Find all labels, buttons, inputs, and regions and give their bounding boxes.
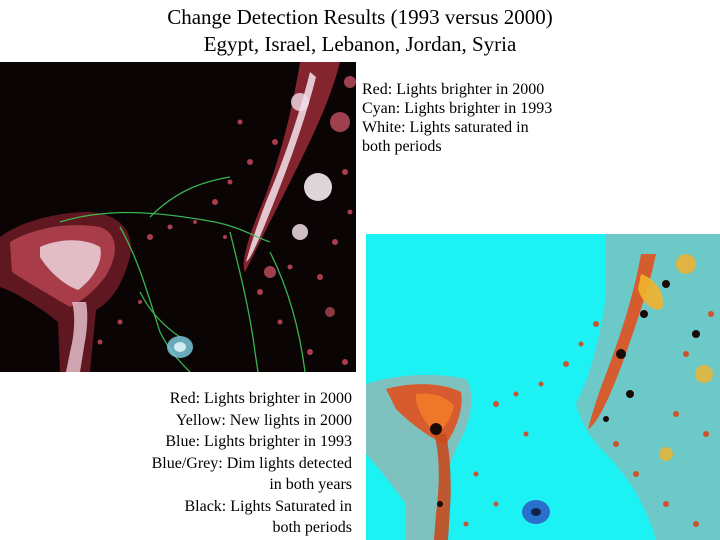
classified-legend-line: both periods (272, 519, 352, 536)
classified-legend-line: in both years (269, 476, 352, 493)
night-lights-composite-image (0, 62, 360, 372)
classified-legend-line: Yellow: New lights in 2000 (175, 411, 352, 429)
title-line-1: Change Detection Results (1993 versus 20… (167, 5, 553, 29)
classified-legend-line: Red: Lights brighter in 2000 (169, 390, 352, 407)
composite-legend-line: Cyan: Lights brighter in 1993 (362, 100, 553, 117)
composite-legend-line: White: Lights saturated in (362, 119, 529, 136)
classified-legend-line: Black: Lights Saturated in (184, 497, 352, 515)
composite-legend: Red: Lights brighter in 2000 Cyan: Light… (362, 80, 632, 156)
slide-title: Change Detection Results (1993 versus 20… (0, 4, 720, 58)
composite-legend-line: Red: Lights brighter in 2000 (362, 81, 545, 98)
classified-legend-line: Blue/Grey: Dim lights detected (151, 454, 352, 472)
classified-change-map-image (366, 234, 720, 540)
title-line-2: Egypt, Israel, Lebanon, Jordan, Syria (203, 32, 517, 56)
composite-legend-line: both periods (362, 138, 442, 155)
classified-legend: Red: Lights brighter in 2000 Yellow: New… (100, 388, 352, 539)
classified-legend-line: Blue: Lights brighter in 1993 (165, 433, 352, 450)
